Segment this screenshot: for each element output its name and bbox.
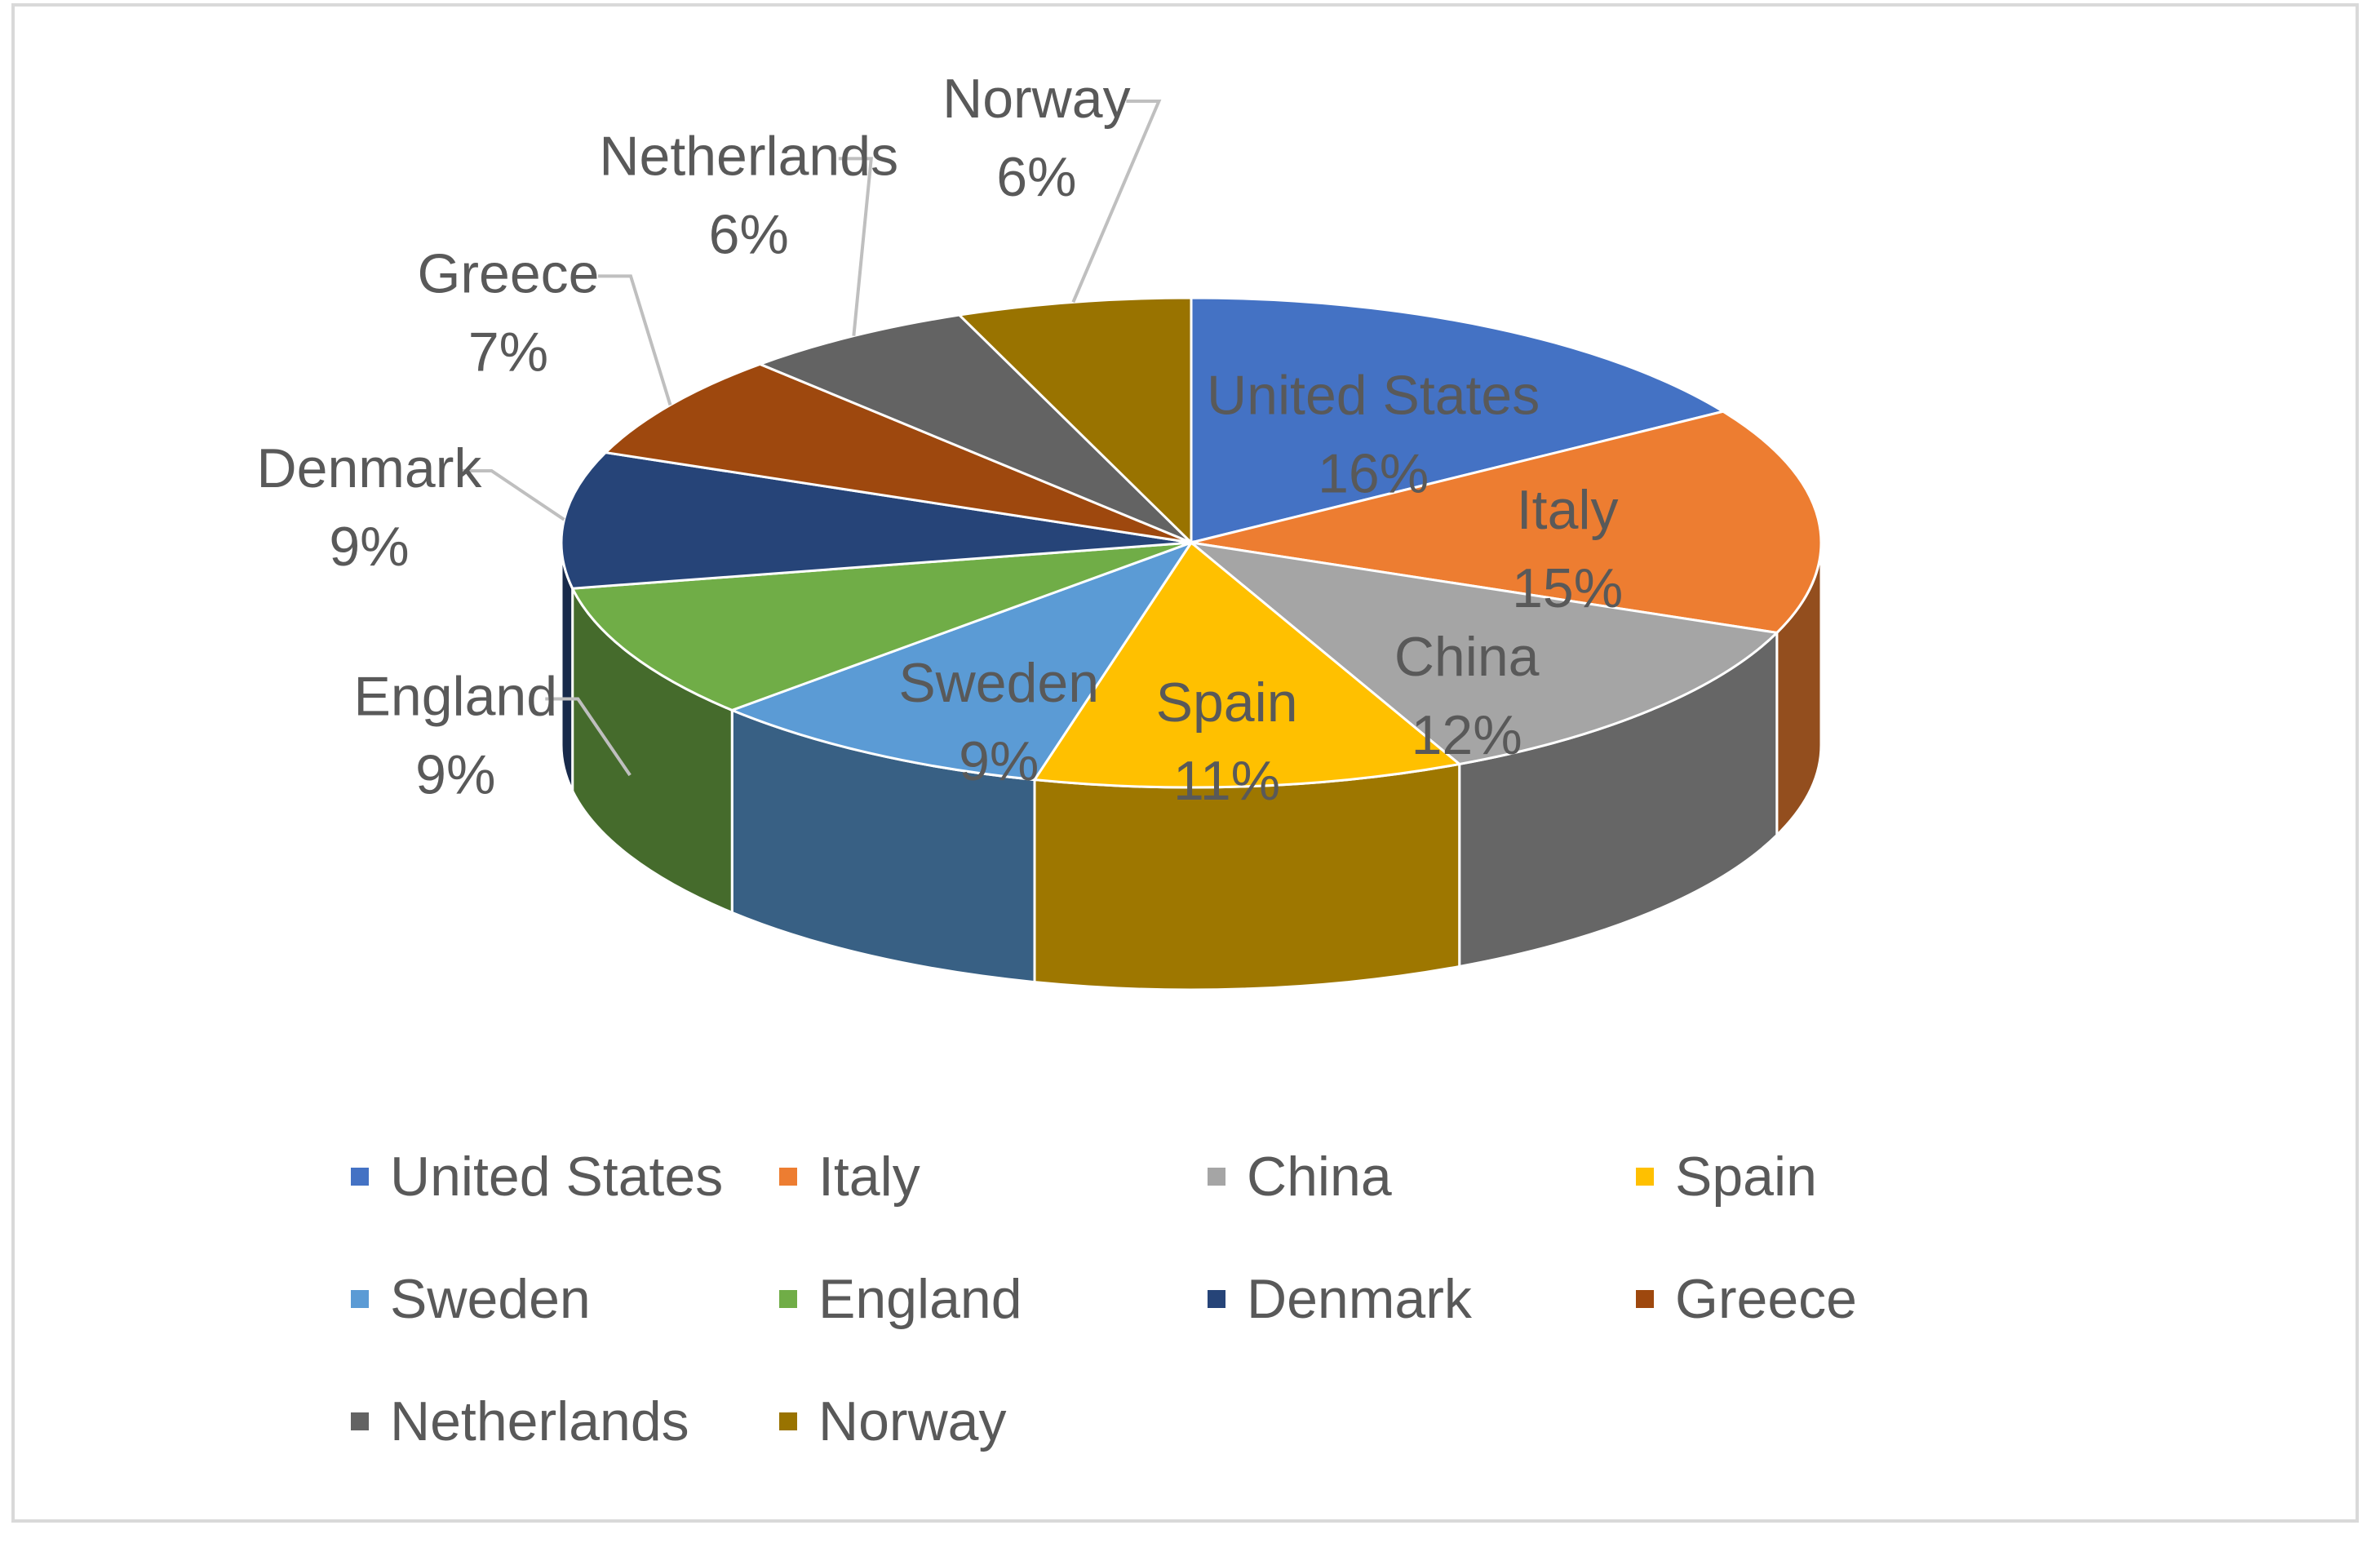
legend-item-united-states[interactable]: United States xyxy=(351,1142,779,1211)
leader-line-denmark xyxy=(459,469,565,521)
legend-item-england[interactable]: England xyxy=(779,1265,1208,1333)
pie-slice-united-states[interactable] xyxy=(1190,296,1726,544)
legend-swatch-denmark xyxy=(1208,1290,1225,1308)
legend-label-netherlands: Netherlands xyxy=(390,1390,689,1452)
leader-line-greece xyxy=(597,274,672,406)
pie-slice-spain[interactable] xyxy=(1032,540,1463,789)
pie-slice-italy[interactable] xyxy=(1190,410,1823,635)
data-label-value-norway: 6% xyxy=(996,146,1076,208)
data-labels: United States 16% Italy 15% China 12% Spain 11%… xyxy=(257,68,1624,812)
legend-label-denmark: Denmark xyxy=(1247,1268,1472,1330)
legend-item-sweden[interactable]: Sweden xyxy=(351,1265,779,1333)
legend-item-netherlands[interactable]: Netherlands xyxy=(351,1387,779,1456)
data-label-name-england: England xyxy=(354,666,558,728)
data-label-value-sweden: 9% xyxy=(959,730,1039,792)
legend-label-united-states: United States xyxy=(390,1146,724,1208)
legend-label-norway: Norway xyxy=(818,1390,1007,1452)
pie-slice-greece[interactable] xyxy=(603,362,1192,544)
data-label-value-england: 9% xyxy=(415,744,495,806)
leader-line-netherlands xyxy=(838,157,873,336)
data-label-name-netherlands: Netherlands xyxy=(599,125,898,187)
legend-item-denmark[interactable]: Denmark xyxy=(1208,1265,1636,1333)
data-label-name-norway: Norway xyxy=(942,68,1131,130)
legend-item-spain[interactable]: Spain xyxy=(1636,1142,2064,1211)
data-label-value-greece: 7% xyxy=(468,321,548,383)
data-label-value-netherlands: 6% xyxy=(709,203,789,265)
leader-line-england xyxy=(545,697,632,777)
data-label-name-united-states: United States xyxy=(1207,364,1540,426)
pie-top xyxy=(560,296,1823,789)
data-label-name-sweden: Sweden xyxy=(898,652,1099,714)
legend-label-england: England xyxy=(818,1268,1022,1330)
data-label-value-spain: 11% xyxy=(1173,750,1280,812)
data-label-value-united-states: 16% xyxy=(1318,442,1429,504)
pie-slice-netherlands[interactable] xyxy=(756,313,1193,544)
legend: United States Italy China Spain Sweden Englan… xyxy=(351,1142,2064,1456)
data-label-name-denmark: Denmark xyxy=(257,437,483,499)
legend-swatch-norway xyxy=(779,1412,797,1430)
legend-label-italy: Italy xyxy=(818,1146,920,1208)
pie-slice-sweden[interactable] xyxy=(729,540,1194,782)
data-label-name-italy: Italy xyxy=(1517,479,1619,541)
legend-item-italy[interactable]: Italy xyxy=(779,1142,1208,1211)
pie-slice-china[interactable] xyxy=(1186,540,1779,766)
legend-item-norway[interactable]: Norway xyxy=(779,1387,1208,1456)
data-label-name-greece: Greece xyxy=(417,242,599,304)
pie-slice-denmark[interactable] xyxy=(560,450,1192,590)
legend-swatch-italy xyxy=(779,1168,797,1186)
data-label-name-spain: Spain xyxy=(1156,672,1298,734)
legend-swatch-greece xyxy=(1636,1290,1654,1308)
legend-label-sweden: Sweden xyxy=(390,1268,591,1330)
data-label-value-denmark: 9% xyxy=(329,516,409,578)
legend-item-china[interactable]: China xyxy=(1208,1142,1636,1211)
data-label-value-china: 12% xyxy=(1412,704,1522,766)
legend-swatch-china xyxy=(1208,1168,1225,1186)
legend-swatch-united-states xyxy=(351,1168,369,1186)
legend-swatch-netherlands xyxy=(351,1412,369,1430)
data-label-value-italy: 15% xyxy=(1512,557,1623,619)
legend-swatch-sweden xyxy=(351,1290,369,1308)
legend-label-spain: Spain xyxy=(1675,1146,1817,1208)
pie-slice-norway[interactable] xyxy=(956,296,1193,546)
pie-side-walls xyxy=(560,542,1823,991)
legend-label-greece: Greece xyxy=(1675,1268,1857,1330)
leader-line-norway xyxy=(1071,100,1162,304)
legend-swatch-spain xyxy=(1636,1168,1654,1186)
data-label-name-china: China xyxy=(1394,626,1540,688)
legend-swatch-england xyxy=(779,1290,797,1308)
legend-item-greece[interactable]: Greece xyxy=(1636,1265,2064,1333)
legend-label-china: China xyxy=(1247,1146,1392,1208)
pie-slice-england[interactable] xyxy=(570,541,1192,712)
